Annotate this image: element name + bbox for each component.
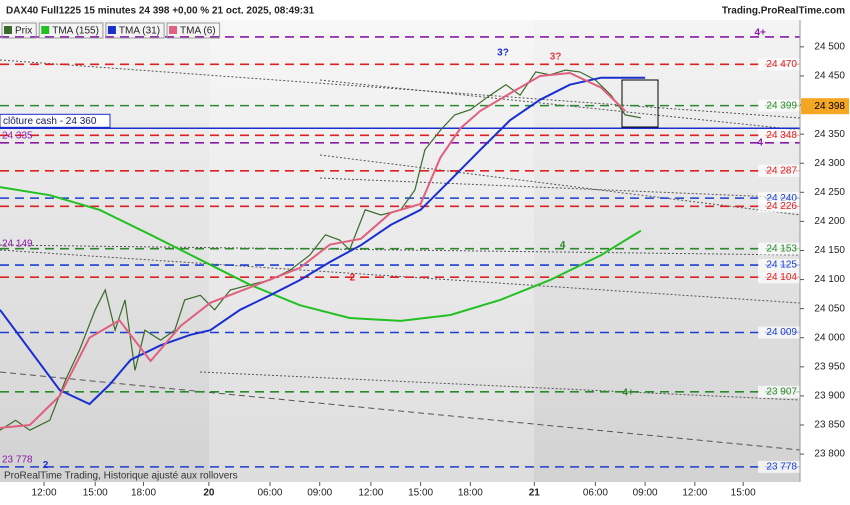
footer: ProRealTime Trading, Historique ajusté a… bbox=[4, 471, 238, 482]
legend-entry: Prix bbox=[1, 22, 37, 39]
y-tick-label: 24 300 bbox=[814, 158, 845, 169]
y-tick-label: 23 900 bbox=[814, 391, 845, 402]
legend-box bbox=[105, 22, 165, 39]
annotation: 4+ bbox=[755, 28, 767, 39]
level-label-bg bbox=[758, 129, 800, 142]
y-tick-label: 23 800 bbox=[814, 449, 845, 460]
legend-label: TMA (31) bbox=[119, 26, 160, 37]
x-tick-label: 20 bbox=[203, 488, 215, 499]
level-label: 24 399 bbox=[766, 100, 797, 111]
series-line bbox=[0, 69, 642, 431]
legend-box bbox=[166, 22, 221, 39]
x-tick-label: 06:00 bbox=[583, 488, 608, 499]
selection-box bbox=[621, 79, 659, 128]
legend-box bbox=[1, 22, 37, 39]
last-price-label: 24 398 bbox=[814, 101, 845, 112]
cash-close-label: clôture cash - 24 360 bbox=[3, 116, 97, 127]
level-label-bg bbox=[758, 385, 800, 398]
y-tick-label: 24 250 bbox=[814, 187, 845, 198]
y-tick-label: 24 000 bbox=[814, 332, 845, 343]
level-label-bg bbox=[758, 271, 800, 284]
x-tick-label: 09:00 bbox=[307, 488, 332, 499]
x-tick-label: 12:00 bbox=[32, 488, 57, 499]
annotation: 3? bbox=[550, 51, 562, 62]
x-tick-label: 18:00 bbox=[458, 488, 483, 499]
series-line bbox=[0, 76, 646, 406]
annotation: 4 bbox=[560, 240, 566, 251]
annotation: 4+ bbox=[622, 388, 634, 399]
legend-box bbox=[38, 22, 104, 39]
y-tick-label: 24 350 bbox=[814, 129, 845, 140]
header-bar bbox=[0, 0, 850, 20]
y-tick-label: 24 450 bbox=[814, 71, 845, 82]
left-level-label: 24 335 bbox=[2, 130, 33, 141]
legend-label: Prix bbox=[15, 26, 32, 37]
x-tick-label: 15:00 bbox=[408, 488, 433, 499]
level-label: 24 104 bbox=[766, 272, 797, 283]
level-label: 23 778 bbox=[766, 462, 797, 473]
legend-entry: TMA (31) bbox=[105, 22, 165, 39]
last-price-box bbox=[801, 98, 849, 115]
left-level-label: 24 149 bbox=[2, 239, 33, 250]
legend-swatch bbox=[41, 26, 50, 34]
series-line bbox=[0, 186, 642, 322]
level-label: 23 907 bbox=[766, 386, 797, 397]
level-label-bg bbox=[758, 200, 800, 213]
y-tick-label: 24 200 bbox=[814, 216, 845, 227]
trendlines bbox=[0, 59, 801, 451]
y-tick-label: 24 100 bbox=[814, 274, 845, 285]
source: Trading.ProRealTime.com bbox=[722, 6, 845, 17]
legend-entry: TMA (155) bbox=[38, 22, 104, 39]
series-line bbox=[0, 71, 626, 429]
y-tick-label: 23 850 bbox=[814, 420, 845, 431]
chart-title: DAX40 Full1225 15 minutes 24 398 +0,00 %… bbox=[6, 6, 315, 17]
level-label: 24 470 bbox=[766, 59, 797, 70]
level-label-bg bbox=[758, 242, 800, 255]
legend-label: TMA (155) bbox=[52, 26, 99, 37]
x-tick-label: 18:00 bbox=[131, 488, 156, 499]
annotation: 3? bbox=[497, 47, 509, 58]
legend-entry: TMA (6) bbox=[166, 22, 221, 39]
annotation: 2 bbox=[43, 460, 49, 471]
level-label: 24 287 bbox=[766, 165, 797, 176]
x-tick-label: 15:00 bbox=[731, 488, 756, 499]
x-tick-label: 15:00 bbox=[83, 488, 108, 499]
cash-close-box bbox=[0, 113, 111, 128]
level-label-bg bbox=[758, 99, 800, 112]
x-tick-label: 12:00 bbox=[682, 488, 707, 499]
y-axis-panel bbox=[800, 20, 850, 482]
level-label: 24 009 bbox=[766, 327, 797, 338]
level-label: 24 226 bbox=[766, 201, 797, 212]
y-tick-label: 24 500 bbox=[814, 42, 845, 53]
level-label: 24 153 bbox=[766, 243, 797, 254]
level-label: 24 348 bbox=[766, 130, 797, 141]
legend-swatch bbox=[4, 26, 12, 34]
level-label-bg bbox=[758, 259, 800, 272]
legend-swatch bbox=[107, 26, 116, 34]
left-level-label: 23 778 bbox=[2, 455, 33, 466]
x-tick-label: 12:00 bbox=[358, 488, 383, 499]
x-tick-label: 21 bbox=[529, 488, 541, 499]
level-label-bg bbox=[758, 164, 800, 177]
level-label-bg bbox=[758, 58, 800, 71]
annotation: 2 bbox=[350, 272, 356, 283]
y-tick-label: 24 150 bbox=[814, 245, 845, 256]
level-label: 24 240 bbox=[766, 193, 797, 204]
x-tick-label: 06:00 bbox=[257, 488, 282, 499]
level-label-bg bbox=[758, 460, 800, 473]
legend-label: TMA (6) bbox=[180, 26, 216, 37]
annotation: 4 bbox=[757, 137, 763, 148]
legend-swatch bbox=[169, 26, 178, 34]
plot-area bbox=[0, 20, 800, 482]
y-tick-label: 23 950 bbox=[814, 361, 845, 372]
y-tick-label: 24 050 bbox=[814, 303, 845, 314]
level-label: 24 125 bbox=[766, 260, 797, 271]
level-label-bg bbox=[758, 326, 800, 339]
x-tick-label: 09:00 bbox=[633, 488, 658, 499]
